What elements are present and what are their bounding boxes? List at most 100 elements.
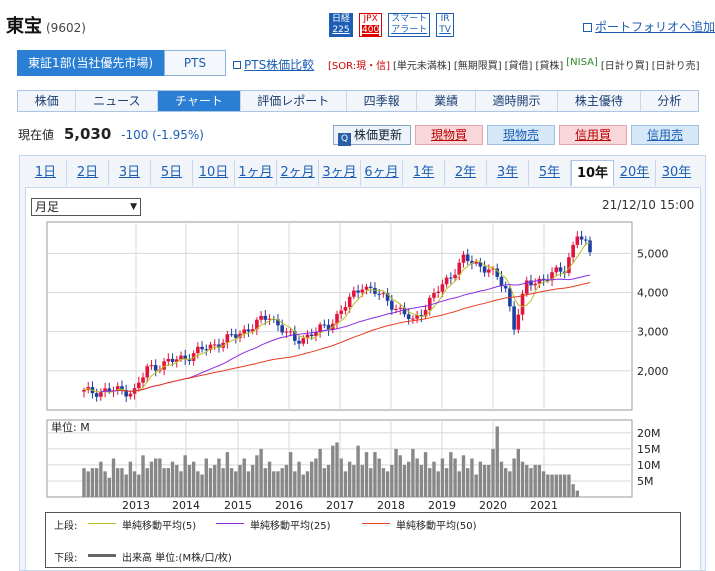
stock-title: 東宝 (9602) [6,12,86,38]
margin-sell-button[interactable]: 信用売 [631,125,700,145]
candle-body [103,388,107,392]
volume-bar [491,448,495,497]
volume-bar [381,468,386,497]
candle-body [558,267,563,272]
pts-compare-link[interactable]: PTS株価比較 [233,56,314,73]
nikkei225-badge[interactable]: 日経 225 [329,13,354,37]
volume-bar [550,474,554,497]
candle-body [440,284,445,292]
ma5-line [83,242,591,393]
candle-body [368,286,373,288]
legend-volume-swatch [88,554,116,557]
candle-body [128,393,133,397]
nav-rating-report[interactable]: 評価レポート [241,91,347,111]
nav-analysis[interactable]: 分析 [657,94,682,108]
volume-bar [250,464,255,497]
candle-body [571,244,575,258]
volume-bar [385,471,390,497]
candle-body [432,293,436,298]
volume-bar [204,458,208,497]
tab-pts[interactable]: PTS [164,50,226,76]
x-year-label: 2018 [377,499,405,512]
candle-body [524,280,529,294]
candle-body [225,334,230,343]
interval-select[interactable]: 月足 ▼ [31,198,141,216]
jpx400-badge[interactable]: JPX 400 [359,13,383,37]
x-year-label: 2013 [122,499,150,512]
cash-sell-button[interactable]: 現物売 [487,125,556,145]
volume-bar [217,458,221,497]
period-1y[interactable]: 1年 [403,160,445,186]
nav-price[interactable]: 株価 [18,91,77,111]
nav-chart[interactable]: チャート [158,91,241,111]
nav-shareholder-benefits[interactable]: 株主優待 [558,91,641,111]
nav-shikiho[interactable]: 四季報 [347,91,418,111]
candle-body [583,239,588,241]
volume-bar [482,464,487,497]
cash-buy-button[interactable]: 現物買 [415,125,484,145]
period-1d[interactable]: 1日 [25,160,67,186]
ir-tv-badge[interactable]: IR TV [436,13,454,37]
smart-alert-badge[interactable]: スマート アラート [388,13,431,37]
period-10y[interactable]: 10年 [571,160,614,186]
candle-body [99,391,103,397]
period-5y[interactable]: 5年 [529,160,571,186]
period-20y[interactable]: 20年 [614,160,656,186]
chart-timestamp: 21/12/10 15:00 [602,198,695,212]
volume-bar [310,461,314,497]
period-2d[interactable]: 2日 [67,160,109,186]
period-3y[interactable]: 3年 [487,160,529,186]
candle-body [107,388,112,392]
period-2y[interactable]: 2年 [445,160,487,186]
period-2m[interactable]: 2ヶ月 [277,160,319,186]
volume-bar [124,474,128,497]
nav-disclosure[interactable]: 適時開示 [476,91,559,111]
volume-bar [229,468,234,497]
nav-earnings[interactable]: 業績 [417,91,476,111]
volume-bar [508,471,512,497]
legend-ma50: 単純移動平均(50) [396,521,477,532]
volume-bar [406,461,411,497]
volume-bar [137,474,141,497]
volume-bar [145,468,149,497]
tab-tse-market[interactable]: 東証1部(当社優先市場) [17,50,164,76]
current-price-label: 現在値 [18,128,55,142]
period-30y[interactable]: 30年 [661,165,692,180]
volume-bar [402,464,407,497]
nav-news[interactable]: ニュース [76,91,159,111]
candle-body [238,333,242,338]
volume-bar [428,468,432,497]
candle-body [217,344,221,348]
period-3m[interactable]: 3ヶ月 [319,160,361,186]
x-year-label: 2015 [224,499,252,512]
candle-body [149,365,154,367]
add-to-portfolio-link[interactable]: ポートフォリオへ追加 [583,18,715,35]
volume-bar [533,464,537,497]
volume-bar [111,458,116,497]
refresh-price-button[interactable]: Q 株価更新 [333,125,412,146]
margin-buy-button[interactable]: 信用買 [559,125,628,145]
candle-body [436,291,440,294]
volume-bar [520,461,525,497]
candle-body [229,334,234,336]
candle-body [276,319,280,326]
volume-bar [200,474,204,497]
candle-body [533,283,537,286]
period-3d[interactable]: 3日 [109,160,151,186]
period-1m[interactable]: 1ヶ月 [235,160,277,186]
volume-bar [297,461,301,497]
volume-bar [347,461,352,497]
volume-bar [318,448,322,497]
x-year-label: 2021 [530,499,558,512]
candle-body [427,297,432,310]
candle-body [267,318,272,320]
candle-body [343,306,348,311]
volume-bar [221,468,225,497]
period-5d[interactable]: 5日 [151,160,193,186]
volume-bar [529,468,533,497]
period-10d[interactable]: 10日 [193,160,235,186]
candle-body [120,386,124,390]
period-6m[interactable]: 6ヶ月 [361,160,403,186]
volume-bar [575,490,580,497]
volume-unit-label: 単位: M [51,420,90,434]
